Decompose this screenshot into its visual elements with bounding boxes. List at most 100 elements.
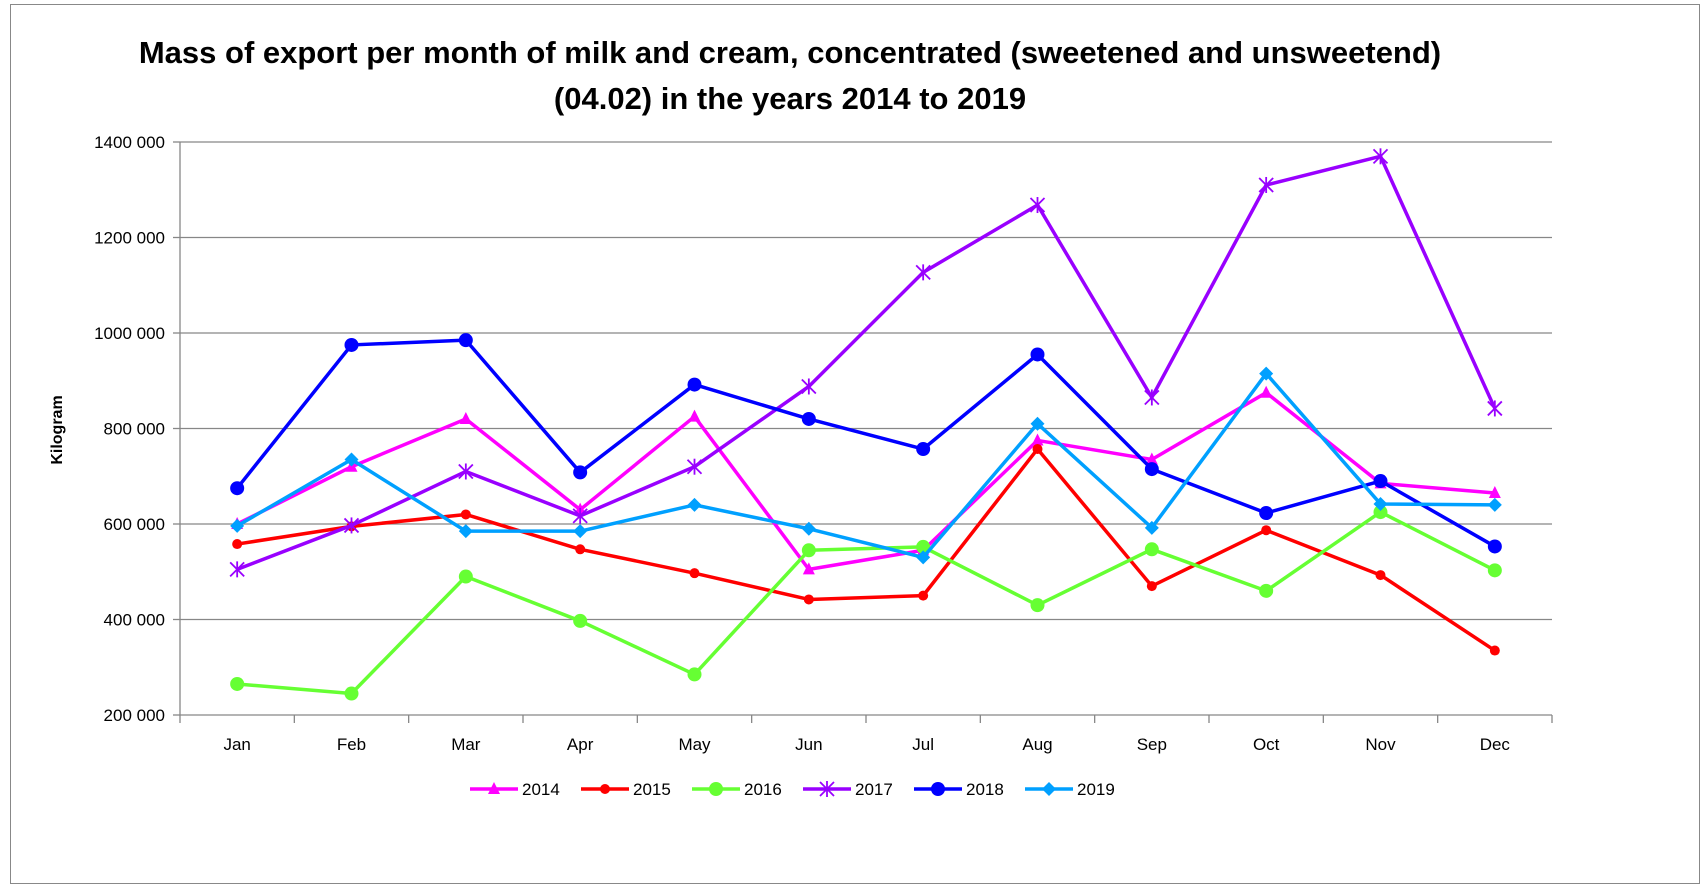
data-point — [458, 463, 474, 480]
data-point — [1145, 452, 1158, 465]
data-point — [1259, 366, 1274, 381]
data-point — [1488, 485, 1501, 498]
data-point — [1487, 400, 1503, 417]
legend-label: 2017 — [855, 780, 893, 799]
data-point — [1030, 598, 1045, 613]
data-point — [575, 544, 586, 555]
series-line — [236, 447, 1496, 652]
data-point — [1259, 583, 1274, 598]
data-point — [801, 543, 816, 558]
data-point — [1146, 581, 1157, 592]
data-point — [687, 377, 702, 392]
series-line — [236, 154, 1497, 571]
data-point — [344, 337, 359, 352]
data-point — [1260, 385, 1273, 398]
data-point — [916, 442, 931, 457]
data-point — [1375, 570, 1386, 581]
data-point — [1030, 347, 1045, 362]
chart-title: Mass of export per month of milk and cre… — [138, 35, 1442, 116]
data-point — [343, 517, 360, 534]
data-point — [573, 465, 588, 480]
series-2015 — [232, 444, 1500, 656]
data-point — [572, 507, 588, 524]
y-tick-label: 1200 000 — [94, 229, 165, 248]
data-point — [1031, 433, 1044, 446]
data-point — [1373, 505, 1388, 520]
data-point — [232, 539, 243, 550]
series-line — [236, 390, 1495, 572]
x-tick-label: May — [678, 735, 711, 754]
x-tick-label: Feb — [337, 735, 366, 754]
legend-item-2015: 2015 — [581, 780, 671, 799]
data-point — [459, 411, 472, 424]
data-point — [689, 568, 700, 579]
data-point — [1030, 416, 1045, 431]
series-lines — [229, 148, 1503, 701]
data-point — [915, 264, 931, 281]
data-point — [1144, 389, 1160, 406]
x-tick-label: Oct — [1253, 735, 1280, 754]
data-point — [1373, 474, 1388, 489]
data-point — [688, 409, 701, 422]
data-point — [1144, 462, 1159, 477]
gridlines — [180, 141, 1552, 621]
data-point — [687, 667, 702, 682]
data-point — [1372, 148, 1389, 165]
data-point — [801, 378, 817, 395]
data-point — [1032, 444, 1043, 455]
data-point — [458, 333, 473, 348]
legend: 2014 2015 2016 2017 2018 2019 — [470, 780, 1115, 799]
legend-item-2019: 2019 — [1025, 780, 1115, 799]
x-tick-label: Jul — [912, 735, 934, 754]
y-tick-label: 1400 000 — [94, 133, 165, 152]
x-tick-label: Jan — [223, 735, 250, 754]
data-point — [1261, 525, 1272, 536]
legend-item-2014: 2014 — [470, 780, 560, 799]
data-point — [460, 509, 471, 520]
series-line — [235, 338, 1496, 548]
data-point — [229, 561, 245, 578]
y-axis-ticks: 200 000 400 000 600 000 800 000 1000 000 1200… — [94, 133, 165, 725]
legend-label: 2014 — [522, 780, 560, 799]
y-axis-label: Kilogram — [49, 395, 66, 464]
x-tick-label: Sep — [1137, 735, 1167, 754]
data-point — [803, 594, 814, 605]
legend-item-2017: 2017 — [803, 780, 893, 799]
y-tick-label: 800 000 — [104, 420, 165, 439]
y-tick-label: 600 000 — [104, 515, 165, 534]
chart-frame — [10, 4, 1700, 884]
legend-label: 2015 — [633, 780, 671, 799]
x-axis-ticks: Jan Feb Mar Apr May Jun Jul Aug Sep Oct Nov Dec — [223, 735, 1510, 754]
x-tick-label: Dec — [1480, 735, 1511, 754]
series-line — [236, 371, 1495, 560]
series-2019 — [230, 366, 1502, 565]
legend-label: 2018 — [966, 780, 1004, 799]
data-point — [918, 590, 929, 601]
y-tick-label: 1000 000 — [94, 324, 165, 343]
data-point — [916, 550, 931, 565]
data-point — [488, 782, 500, 794]
data-point — [931, 782, 945, 796]
y-tick-label: 400 000 — [104, 611, 165, 630]
data-point — [1373, 496, 1388, 511]
data-point — [573, 613, 588, 628]
data-point — [1259, 506, 1274, 521]
data-point — [230, 518, 245, 533]
data-point — [230, 676, 245, 691]
legend-label: 2016 — [744, 780, 782, 799]
x-tick-label: Apr — [567, 735, 594, 754]
data-point — [686, 458, 703, 475]
data-point — [458, 524, 473, 539]
series-line — [237, 510, 1496, 696]
data-point — [687, 497, 702, 512]
x-tick-label: Aug — [1022, 735, 1052, 754]
data-point — [1042, 782, 1056, 796]
data-point — [1144, 520, 1159, 535]
data-point — [600, 784, 610, 794]
x-tick-label: Jun — [795, 735, 822, 754]
legend-item-2018: 2018 — [914, 780, 1004, 799]
y-tick-label: 200 000 — [104, 706, 165, 725]
data-point — [1487, 539, 1502, 554]
data-point — [230, 481, 245, 496]
